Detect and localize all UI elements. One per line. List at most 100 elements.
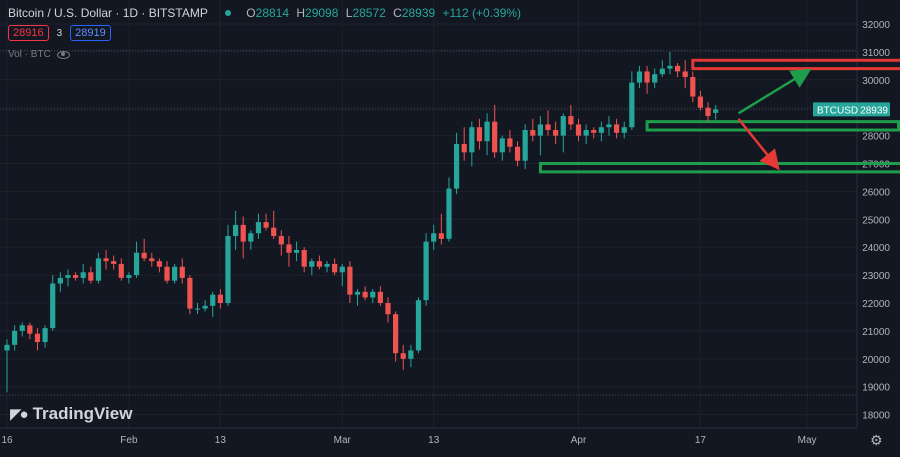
candle-body xyxy=(697,96,704,108)
market-status-dot xyxy=(224,10,231,16)
price-tick-label: 21000 xyxy=(862,327,890,338)
candle-body xyxy=(393,314,399,354)
candle-body xyxy=(164,266,170,281)
candle-body xyxy=(332,263,338,273)
candle-body xyxy=(278,236,284,245)
last-price-value: 28939 xyxy=(860,105,888,116)
candle-body xyxy=(674,65,681,72)
candle-body xyxy=(12,330,18,345)
candle-body xyxy=(431,233,437,242)
candle-body xyxy=(88,272,94,281)
last-price-symbol: BTCUSD xyxy=(817,105,858,116)
time-tick-label: 16 xyxy=(1,435,13,446)
candle-body xyxy=(194,308,201,310)
candle-body xyxy=(606,124,612,128)
candle-body xyxy=(667,65,673,69)
candle-body xyxy=(408,350,414,359)
ohlc-high-label: H xyxy=(296,6,306,20)
candle-body xyxy=(293,249,300,253)
candle-body xyxy=(629,82,635,128)
candle-body xyxy=(469,127,475,153)
candle-body xyxy=(377,291,383,303)
candle-body xyxy=(713,109,719,113)
ohlc-low-label: L xyxy=(345,6,353,20)
candle-body xyxy=(385,303,391,315)
candle-body xyxy=(507,138,513,147)
candle-body xyxy=(370,291,376,298)
candle-body xyxy=(362,291,368,298)
candle-body xyxy=(210,294,216,306)
volume-label: Vol · BTC xyxy=(8,49,51,60)
sell-button[interactable]: 28916 xyxy=(8,25,49,41)
candle-body xyxy=(126,275,132,278)
candle-body xyxy=(172,266,178,281)
price-tick-label: 25000 xyxy=(862,215,890,226)
ohlc-open-value: 28814 xyxy=(255,6,290,20)
candle-body xyxy=(545,124,551,131)
price-tick-label: 24000 xyxy=(862,243,890,254)
price-tick-label: 27000 xyxy=(862,160,890,171)
price-tick-label: 22000 xyxy=(862,299,890,310)
candle-body xyxy=(118,263,124,278)
trade-panel: 28916 3 28919 xyxy=(8,25,111,41)
price-tick-label: 18000 xyxy=(862,411,890,422)
candle-body xyxy=(492,121,498,153)
candle-body xyxy=(537,124,543,136)
red-arrow xyxy=(737,118,780,171)
candle-body xyxy=(80,272,86,278)
candle-body xyxy=(690,77,696,97)
time-tick-label: 13 xyxy=(428,435,440,446)
candle-body xyxy=(514,146,521,161)
gear-icon[interactable]: ⚙ xyxy=(870,432,883,448)
candle-body xyxy=(415,300,422,351)
candle-body xyxy=(202,305,208,309)
candle-body xyxy=(423,241,429,301)
candle-body xyxy=(255,222,262,234)
symbol-title[interactable]: Bitcoin / U.S. Dollar · 1D · BITSTAMP xyxy=(8,6,208,20)
ohlc-close-label: C xyxy=(393,6,402,20)
candle-body xyxy=(614,124,620,133)
candle-body xyxy=(240,224,246,242)
price-tick-label: 30000 xyxy=(862,76,890,87)
candle-body xyxy=(354,291,361,295)
candle-body xyxy=(659,68,665,75)
ohlc-low-value: 28572 xyxy=(352,6,386,20)
candle-body xyxy=(42,328,48,343)
candle-body xyxy=(301,249,307,267)
candle-body xyxy=(309,261,315,267)
spread-value: 3 xyxy=(56,27,63,39)
candle-body xyxy=(179,266,185,278)
candle-body xyxy=(57,277,63,284)
ohlc-close-value: 28939 xyxy=(401,6,436,20)
candle-body xyxy=(19,325,25,331)
eye-icon[interactable] xyxy=(56,50,70,59)
candle-body xyxy=(400,353,406,359)
candle-body xyxy=(583,130,589,136)
candle-body xyxy=(217,294,223,303)
candle-body xyxy=(286,244,292,253)
ohlc-open-label: O xyxy=(246,6,256,20)
last-price-badge xyxy=(813,102,890,117)
buy-button[interactable]: 28919 xyxy=(70,25,111,41)
candle-body xyxy=(156,261,162,267)
green-zone xyxy=(538,162,900,174)
branding-text: TradingView xyxy=(32,404,133,423)
ohlc-high-value: 29098 xyxy=(305,6,339,20)
candle-body xyxy=(248,233,254,242)
chart-header: Bitcoin / U.S. Dollar · 1D · BITSTAMP O2… xyxy=(8,6,521,20)
green-arrow xyxy=(737,68,812,115)
candle-body xyxy=(530,130,536,136)
candle-body xyxy=(133,252,140,276)
candle-body xyxy=(34,333,41,343)
candle-body xyxy=(141,252,147,259)
candle-body xyxy=(271,227,277,237)
candle-body xyxy=(4,344,10,351)
candle-body xyxy=(65,275,71,278)
candle-body xyxy=(225,236,231,303)
candle-body xyxy=(591,130,597,133)
price-tick-label: 28000 xyxy=(862,132,890,143)
candle-body xyxy=(111,261,117,264)
time-tick-label: 17 xyxy=(695,435,707,446)
tradingview-logo[interactable]: ◤● TradingView xyxy=(10,404,132,424)
